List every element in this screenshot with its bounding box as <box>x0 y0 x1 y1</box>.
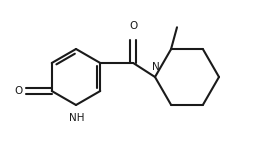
Text: NH: NH <box>69 113 85 123</box>
Text: O: O <box>15 86 23 96</box>
Text: O: O <box>129 21 137 31</box>
Text: N: N <box>152 62 160 72</box>
